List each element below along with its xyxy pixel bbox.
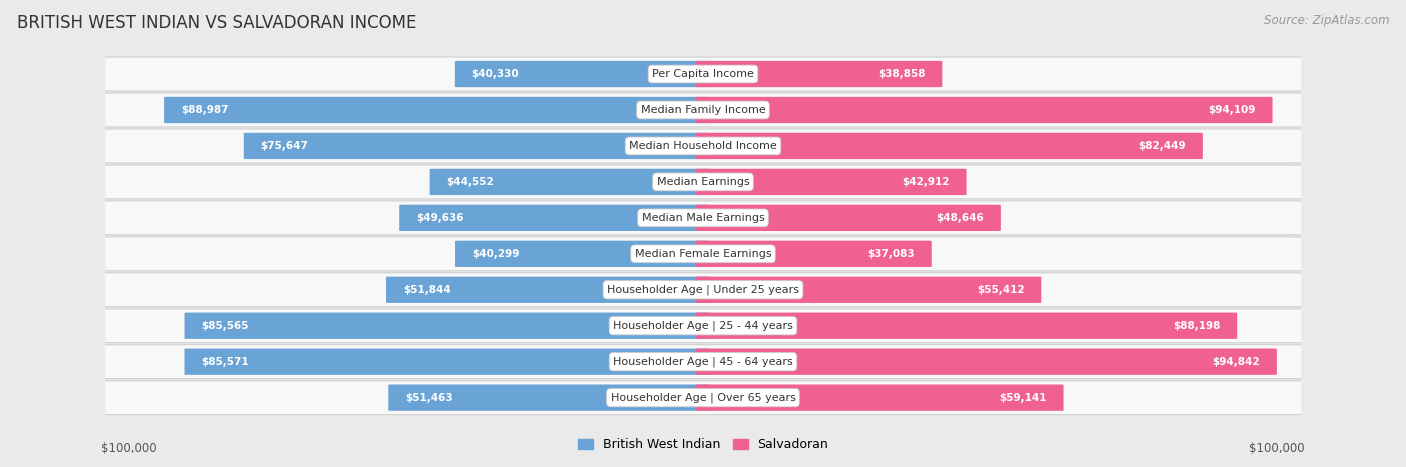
Text: $100,000: $100,000 [1249,442,1305,455]
FancyBboxPatch shape [97,237,1309,271]
FancyBboxPatch shape [97,201,1309,235]
FancyBboxPatch shape [696,384,1063,411]
Text: $82,449: $82,449 [1139,141,1187,151]
Text: $49,636: $49,636 [416,213,464,223]
FancyBboxPatch shape [97,129,1309,163]
Text: $42,912: $42,912 [903,177,950,187]
FancyBboxPatch shape [97,309,1309,343]
FancyBboxPatch shape [696,241,932,267]
Text: $94,842: $94,842 [1212,357,1260,367]
Text: $51,844: $51,844 [402,285,450,295]
FancyBboxPatch shape [97,345,1309,379]
Text: Median Family Income: Median Family Income [641,105,765,115]
Text: $85,571: $85,571 [201,357,249,367]
Text: Median Earnings: Median Earnings [657,177,749,187]
Text: Householder Age | Over 65 years: Householder Age | Over 65 years [610,392,796,403]
FancyBboxPatch shape [97,165,1309,199]
Text: Householder Age | 25 - 44 years: Householder Age | 25 - 44 years [613,320,793,331]
FancyBboxPatch shape [388,384,710,411]
FancyBboxPatch shape [696,61,942,87]
Text: $38,858: $38,858 [879,69,925,79]
FancyBboxPatch shape [97,57,1309,91]
Text: $37,083: $37,083 [868,249,915,259]
FancyBboxPatch shape [387,276,710,303]
Text: $94,109: $94,109 [1208,105,1256,115]
Text: Per Capita Income: Per Capita Income [652,69,754,79]
FancyBboxPatch shape [399,205,710,231]
FancyBboxPatch shape [243,133,710,159]
FancyBboxPatch shape [97,381,1309,415]
Text: $100,000: $100,000 [101,442,157,455]
FancyBboxPatch shape [454,61,710,87]
FancyBboxPatch shape [184,312,710,339]
FancyBboxPatch shape [97,93,1309,127]
Text: $85,565: $85,565 [201,321,249,331]
Text: Source: ZipAtlas.com: Source: ZipAtlas.com [1264,14,1389,27]
FancyBboxPatch shape [97,273,1309,307]
FancyBboxPatch shape [184,348,710,375]
Text: Householder Age | Under 25 years: Householder Age | Under 25 years [607,284,799,295]
FancyBboxPatch shape [696,205,1001,231]
FancyBboxPatch shape [696,133,1204,159]
Text: $48,646: $48,646 [936,213,984,223]
FancyBboxPatch shape [696,348,1277,375]
Text: Householder Age | 45 - 64 years: Householder Age | 45 - 64 years [613,356,793,367]
FancyBboxPatch shape [165,97,710,123]
Text: $59,141: $59,141 [1000,393,1047,403]
Text: $75,647: $75,647 [260,141,308,151]
Text: $88,987: $88,987 [181,105,228,115]
Text: $44,552: $44,552 [446,177,494,187]
Text: $88,198: $88,198 [1173,321,1220,331]
Text: BRITISH WEST INDIAN VS SALVADORAN INCOME: BRITISH WEST INDIAN VS SALVADORAN INCOME [17,14,416,32]
Text: $40,330: $40,330 [471,69,519,79]
FancyBboxPatch shape [696,169,966,195]
Text: $40,299: $40,299 [472,249,519,259]
Text: Median Male Earnings: Median Male Earnings [641,213,765,223]
Text: Median Female Earnings: Median Female Earnings [634,249,772,259]
FancyBboxPatch shape [430,169,710,195]
Legend: British West Indian, Salvadoran: British West Indian, Salvadoran [572,433,834,456]
Text: $51,463: $51,463 [405,393,453,403]
Text: $55,412: $55,412 [977,285,1025,295]
FancyBboxPatch shape [696,312,1237,339]
FancyBboxPatch shape [456,241,710,267]
FancyBboxPatch shape [696,97,1272,123]
Text: Median Household Income: Median Household Income [628,141,778,151]
FancyBboxPatch shape [696,276,1042,303]
